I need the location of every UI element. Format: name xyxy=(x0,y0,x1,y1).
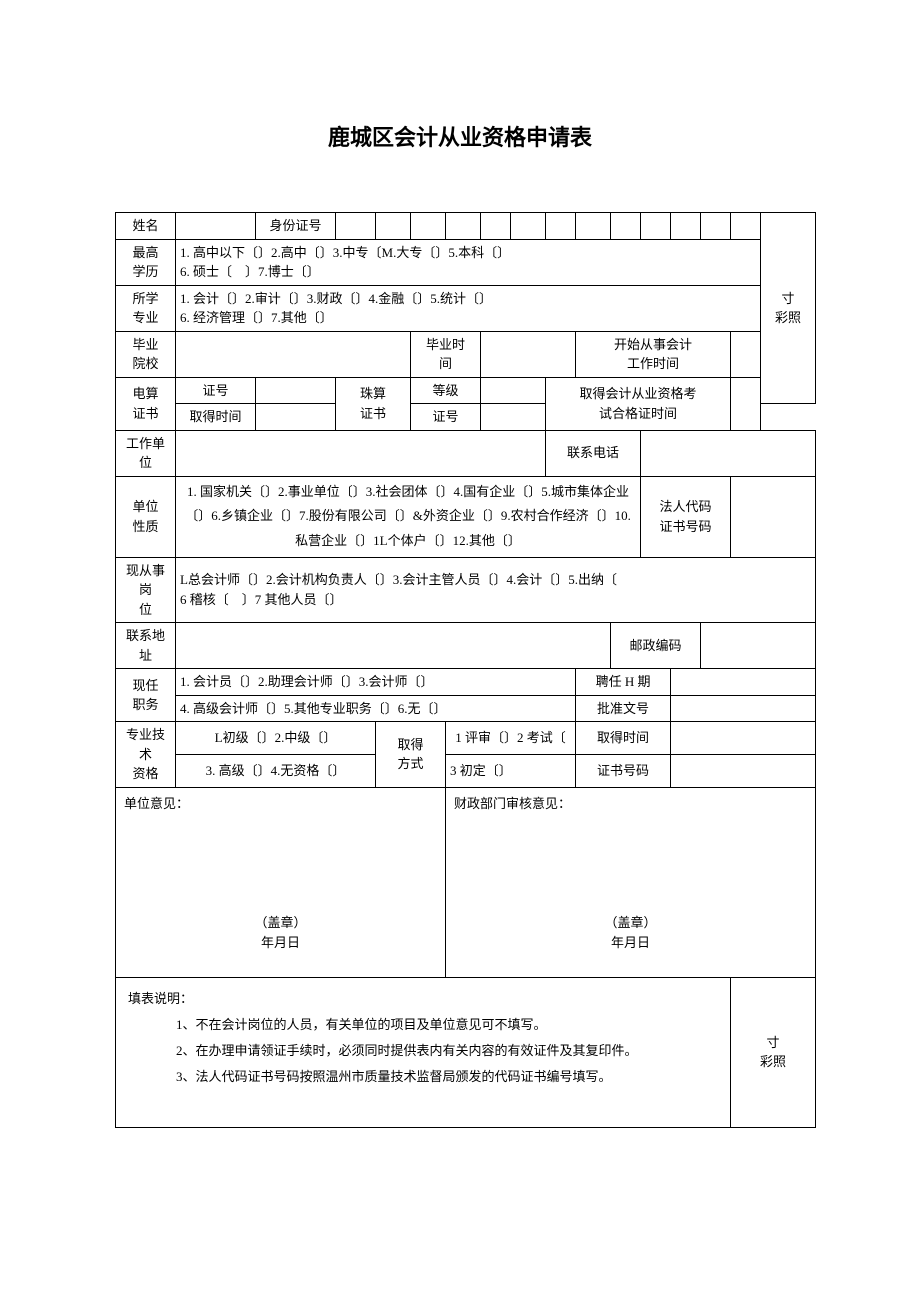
application-form-table: 姓名 身份证号 寸彩照 最高学历 1. 高中以下〔〕2.高中〔〕3.中专〔M.大… xyxy=(115,212,816,1128)
field-postcode xyxy=(701,623,816,669)
id-cell xyxy=(701,213,731,240)
field-cert-no xyxy=(256,377,336,404)
id-cell xyxy=(671,213,701,240)
label-major: 所学专业 xyxy=(116,285,176,331)
id-cell xyxy=(611,213,641,240)
field-title-opts2: 4. 高级会计师〔〕5.其他专业职务〔〕6.无〔〕 xyxy=(176,695,576,722)
field-education: 1. 高中以下〔〕2.高中〔〕3.中专〔M.大专〔〕5.本科〔〕 6. 硕士〔 … xyxy=(176,239,761,285)
id-cell xyxy=(446,213,481,240)
field-obtain-time xyxy=(256,404,336,431)
field-name xyxy=(176,213,256,240)
label-abacus-cert: 珠算证书 xyxy=(336,377,411,430)
field-unit-type: 1. 国家机关〔〕2.事业单位〔〕3.社会团体〔〕4.国有企业〔〕5.城市集体企… xyxy=(176,476,641,557)
label-obtain-time2: 取得时间 xyxy=(576,722,671,755)
label-approve-no: 批准文号 xyxy=(576,695,671,722)
id-cell xyxy=(336,213,376,240)
label-qual-exam: 取得会计从业资格考试合格证时间 xyxy=(546,377,731,430)
label-name: 姓名 xyxy=(116,213,176,240)
field-cert-no2 xyxy=(481,404,546,431)
label-cert-no: 证号 xyxy=(176,377,256,404)
id-cell xyxy=(576,213,611,240)
field-grad-school xyxy=(176,331,411,377)
label-postcode: 邮政编码 xyxy=(611,623,701,669)
id-cell xyxy=(731,213,761,240)
page-title: 鹿城区会计从业资格申请表 xyxy=(115,120,805,152)
field-phone xyxy=(641,430,816,476)
id-cell xyxy=(511,213,546,240)
label-legal-code: 法人代码证书号码 xyxy=(641,476,731,557)
label-address: 联系地址 xyxy=(116,623,176,669)
field-work-unit xyxy=(176,430,546,476)
label-idno: 身份证号 xyxy=(256,213,336,240)
label-current-title: 现任职务 xyxy=(116,669,176,722)
label-tech-qual: 专业技术资格 xyxy=(116,722,176,788)
field-obtain-time2 xyxy=(671,722,816,755)
instructions-cell: 填表说明： 1、不在会计岗位的人员，有关单位的项目及单位意见可不填写。 2、在办… xyxy=(116,977,731,1127)
unit-opinion-cell: 单位意见： （盖章） 年月日 xyxy=(116,787,446,977)
field-current-post: L总会计师〔〕2.会计机构负责人〔〕3.会计主管人员〔〕4.会计〔〕5.出纳〔 … xyxy=(176,557,816,623)
field-grade xyxy=(481,377,546,404)
label-obtain-time: 取得时间 xyxy=(176,404,256,431)
field-qual-exam xyxy=(731,377,761,430)
field-address xyxy=(176,623,611,669)
id-cell xyxy=(641,213,671,240)
label-current-post: 现从事岗位 xyxy=(116,557,176,623)
field-major: 1. 会计〔〕2.审计〔〕3.财政〔〕4.金融〔〕5.统计〔〕 6. 经济管理〔… xyxy=(176,285,761,331)
field-tech-opts2: 3. 高级〔〕4.无资格〔〕 xyxy=(176,754,376,787)
id-cell xyxy=(376,213,411,240)
label-start-work: 开始从事会计工作时间 xyxy=(576,331,731,377)
id-cell xyxy=(481,213,511,240)
id-cell xyxy=(411,213,446,240)
field-legal-code xyxy=(731,476,816,557)
field-method-opts2: 3 初定〔〕 xyxy=(446,754,576,787)
field-cert-no3 xyxy=(671,754,816,787)
label-work-unit: 工作单位 xyxy=(116,430,176,476)
label-obtain-method: 取得方式 xyxy=(376,722,446,788)
label-cert-no3: 证书号码 xyxy=(576,754,671,787)
label-grad-school: 毕业院校 xyxy=(116,331,176,377)
finance-opinion-cell: 财政部门审核意见： （盖章） 年月日 xyxy=(446,787,816,977)
label-grad-time: 毕业时间 xyxy=(411,331,481,377)
label-unit-type: 单位性质 xyxy=(116,476,176,557)
field-start-work xyxy=(731,331,761,377)
field-grad-time xyxy=(481,331,576,377)
field-tech-opts1: L初级〔〕2.中级〔〕 xyxy=(176,722,376,755)
field-title-opts1: 1. 会计员〔〕2.助理会计师〔〕3.会计师〔〕 xyxy=(176,669,576,696)
label-ecalc-cert: 电算证书 xyxy=(116,377,176,430)
photo-placeholder-2: 寸彩照 xyxy=(731,977,816,1127)
field-appoint-date xyxy=(671,669,816,696)
field-approve-no xyxy=(671,695,816,722)
label-phone: 联系电话 xyxy=(546,430,641,476)
label-grade: 等级 xyxy=(411,377,481,404)
label-cert-no2: 证号 xyxy=(411,404,481,431)
label-appoint-date: 聘任 H 期 xyxy=(576,669,671,696)
id-cell xyxy=(546,213,576,240)
label-education: 最高学历 xyxy=(116,239,176,285)
photo-placeholder: 寸彩照 xyxy=(761,213,816,404)
field-method-opts1: 1 评审〔〕2 考试〔 xyxy=(446,722,576,755)
